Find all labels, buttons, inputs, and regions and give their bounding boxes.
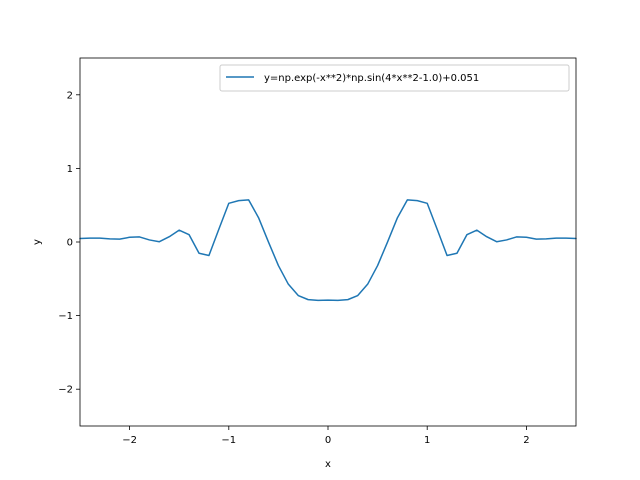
legend: y=np.exp(-x**2)*np.sin(4*x**2-1.0)+0.051 bbox=[219, 64, 570, 92]
x-tick-label: 0 bbox=[325, 435, 331, 446]
x-tick-label: −1 bbox=[221, 435, 236, 446]
y-axis-ticks: −2 −1 0 1 2 bbox=[58, 90, 80, 396]
y-tick-label: 2 bbox=[67, 90, 73, 101]
legend-box bbox=[219, 64, 570, 92]
plot-area bbox=[79, 199, 577, 302]
x-axis-ticks: −2 −1 0 1 2 bbox=[122, 426, 530, 446]
y-axis-label: y bbox=[32, 239, 43, 245]
x-tick-label: 1 bbox=[424, 435, 430, 446]
y-tick-label: 1 bbox=[67, 164, 73, 175]
x-axis-label: x bbox=[325, 459, 331, 470]
x-tick-label: −2 bbox=[122, 435, 137, 446]
legend-series-label: y=np.exp(-x**2)*np.sin(4*x**2-1.0)+0.051 bbox=[264, 73, 479, 84]
y-tick-label: 0 bbox=[67, 238, 73, 249]
y-tick-label: −1 bbox=[58, 311, 73, 322]
x-tick-label: 2 bbox=[523, 435, 529, 446]
series-line bbox=[79, 199, 577, 302]
y-tick-label: −2 bbox=[58, 385, 73, 396]
